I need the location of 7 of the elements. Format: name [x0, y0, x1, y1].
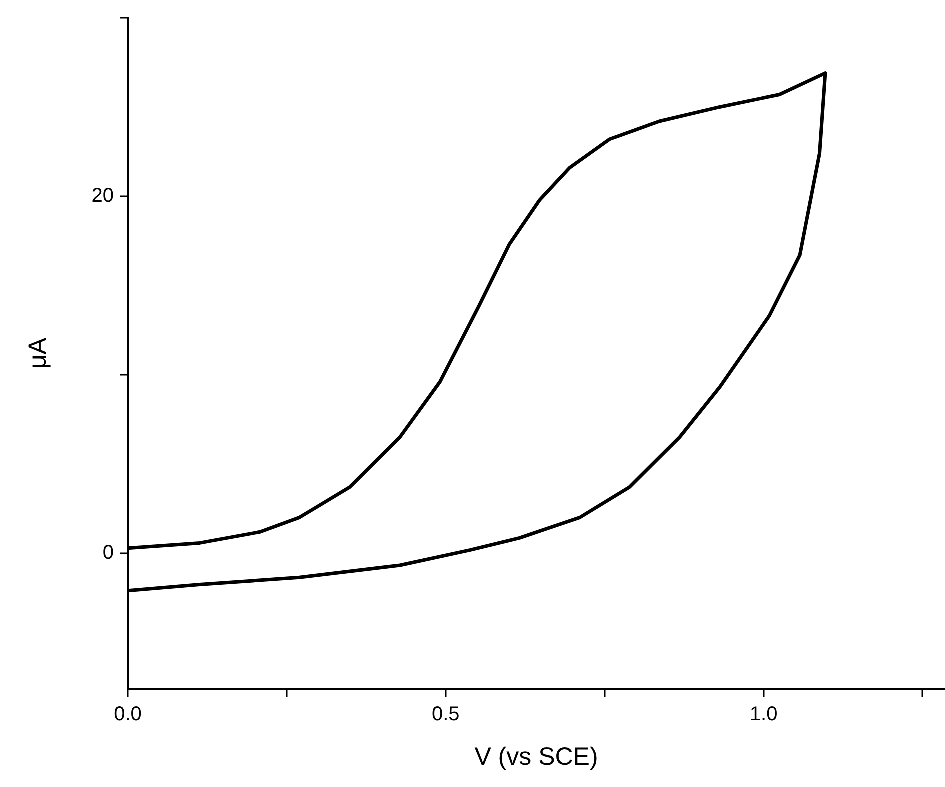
x-axis-title: V (vs SCE): [474, 742, 598, 771]
y-axis-title: μA: [24, 338, 52, 370]
x-tick-label: 0.0: [114, 704, 142, 726]
y-tick-label: 0: [102, 542, 114, 564]
x-tick-label: 0.5: [432, 704, 460, 726]
x-tick-label: 1.0: [750, 704, 778, 726]
y-tick-label: 20: [92, 184, 114, 207]
